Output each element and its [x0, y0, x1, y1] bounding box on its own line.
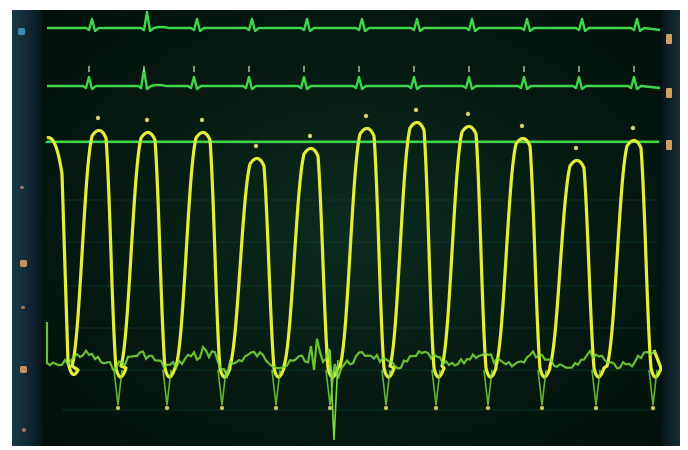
- monitor-screen: [12, 10, 680, 446]
- peak-marker: [95, 115, 101, 121]
- noise-spike: [113, 369, 123, 406]
- bezel-marker-icon: [21, 306, 25, 309]
- bezel-marker-icon: [20, 366, 27, 373]
- artifact-spike: [329, 349, 339, 441]
- noise-spike: [325, 369, 335, 406]
- right-bezel: [662, 10, 680, 446]
- noise-spike: [162, 369, 172, 406]
- bezel-marker-icon: [22, 428, 26, 432]
- trough-marker: [650, 405, 656, 411]
- bezel-marker-icon: [18, 28, 25, 35]
- trough-marker: [383, 405, 389, 411]
- trough-marker: [327, 405, 333, 411]
- peak-marker: [573, 145, 579, 151]
- left-bezel: [12, 10, 42, 446]
- noise-spike: [431, 369, 441, 406]
- channel-tag-icon: [666, 88, 672, 98]
- trough-marker: [273, 405, 279, 411]
- peak-marker: [465, 111, 471, 117]
- trough-marker: [593, 405, 599, 411]
- trough-marker: [164, 405, 170, 411]
- noise-spike: [648, 369, 658, 406]
- trough-marker: [433, 405, 439, 411]
- noise-spike: [271, 369, 281, 406]
- peak-marker: [519, 123, 525, 129]
- peak-marker: [199, 117, 205, 123]
- peak-marker: [363, 113, 369, 119]
- ecg-trace-2: [47, 68, 661, 91]
- peak-marker: [253, 143, 259, 149]
- ecg-trace-1: [47, 10, 661, 33]
- peak-marker: [307, 133, 313, 139]
- trough-marker: [115, 405, 121, 411]
- noise-spike: [591, 369, 601, 406]
- peak-marker: [630, 125, 636, 131]
- trough-marker: [219, 405, 225, 411]
- bezel-marker-icon: [20, 260, 27, 267]
- noise-spike: [537, 369, 547, 406]
- noise-spike: [217, 369, 227, 406]
- noise-spike: [381, 369, 391, 406]
- trough-marker: [485, 405, 491, 411]
- noise-spike: [483, 369, 493, 406]
- pressure-trace: [46, 120, 662, 379]
- peak-marker: [144, 117, 150, 123]
- channel-tag-icon: [666, 140, 672, 150]
- noise-trace: [45, 322, 657, 382]
- channel-tag-icon: [666, 34, 672, 44]
- bezel-marker-icon: [20, 186, 24, 189]
- waveform-canvas: [45, 10, 662, 441]
- peak-marker: [413, 107, 419, 113]
- trace-area: [42, 10, 662, 446]
- trough-marker: [539, 405, 545, 411]
